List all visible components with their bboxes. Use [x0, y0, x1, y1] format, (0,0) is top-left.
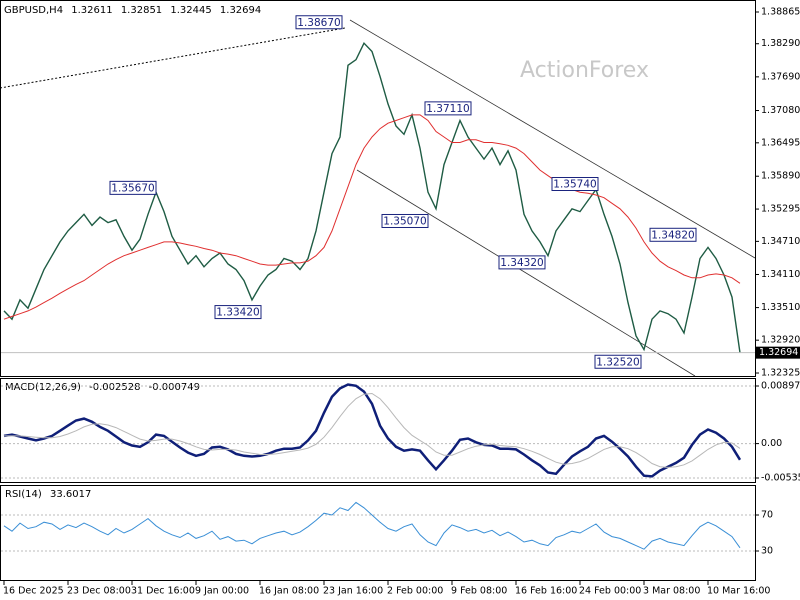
annotation-box — [295, 15, 343, 30]
annotation-label: 1.32520 — [596, 356, 639, 368]
annotation-box — [109, 180, 157, 195]
y-tick-label: 1.38290 — [761, 38, 800, 49]
y-tick-label: 1.37690 — [761, 71, 800, 82]
chart-header: GBPUSD,H4 1.32611 1.32851 1.32445 1.3269… — [4, 5, 261, 16]
annotation-label: 1.35670 — [111, 182, 154, 194]
series-line — [3, 383, 742, 478]
x-tick-label: 3 Mar 08:00 — [643, 586, 700, 597]
indicator-name: RSI(14) — [5, 489, 42, 500]
x-tick-label: 16 Feb 16:00 — [515, 586, 577, 597]
annotation-box — [551, 177, 599, 192]
indicator-name: MACD(12,26,9) — [5, 382, 81, 393]
high: 1.32851 — [121, 5, 162, 16]
watermark: ActionForex — [520, 58, 649, 83]
y-tick-label: 0.008972 — [761, 381, 800, 392]
last-price-box — [756, 346, 800, 359]
x-tick-label: 24 Feb 00:00 — [579, 586, 641, 597]
annotation-label: 1.38670 — [297, 17, 340, 29]
y-tick-label: 1.32325 — [761, 368, 800, 379]
rsi-panel — [0, 485, 756, 581]
open: 1.32611 — [71, 5, 112, 16]
macd-panel — [0, 378, 756, 483]
x-tick-label: 31 Dec 16:00 — [131, 586, 195, 597]
y-tick-label: 1.37080 — [761, 105, 800, 116]
y-tick-label: 1.34710 — [761, 236, 800, 247]
series-line — [3, 501, 741, 550]
low: 1.32445 — [170, 5, 211, 16]
y-tick-label: 1.35295 — [761, 204, 800, 215]
y-tick-label: 70 — [761, 510, 773, 521]
price-panel — [0, 0, 756, 377]
channel-lower — [356, 169, 696, 377]
y-tick-label: 1.38865 — [761, 6, 800, 17]
series-line — [4, 392, 741, 468]
annotation-box — [498, 255, 546, 270]
annotation-box — [214, 305, 262, 320]
y-tick-label: 1.33510 — [761, 302, 800, 313]
last-price-label: 1.32694 — [759, 347, 798, 358]
y-tick-label: 0.00 — [761, 438, 782, 449]
annotation-box — [649, 227, 697, 242]
y-tick-label: 1.35890 — [761, 171, 800, 182]
symbol: GBPUSD,H4 — [4, 5, 63, 16]
signal-value: -0.000749 — [149, 382, 200, 393]
x-tick-label: 9 Jan 00:00 — [195, 586, 249, 597]
x-tick-label: 16 Dec 2025 — [3, 586, 64, 597]
annotation-box — [594, 354, 642, 369]
rsi-value: 33.6017 — [50, 489, 91, 500]
annotation-label: 1.35740 — [553, 179, 596, 191]
y-tick-label: 1.36495 — [761, 137, 800, 148]
x-tick-label: 9 Feb 08:00 — [451, 586, 507, 597]
trend-line — [0, 27, 346, 89]
x-tick-label: 23 Dec 08:00 — [67, 586, 131, 597]
annotation-label: 1.37110 — [426, 103, 469, 115]
y-tick-label: 1.32920 — [761, 335, 800, 346]
annotation-label: 1.35070 — [383, 215, 426, 227]
macd-title: MACD(12,26,9) -0.002528 -0.000749 — [5, 382, 200, 393]
series-line — [3, 41, 741, 353]
x-tick-label: 10 Mar 16:00 — [707, 586, 770, 597]
x-tick-label: 16 Jan 08:00 — [259, 586, 319, 597]
x-tick-label: 23 Jan 16:00 — [323, 586, 383, 597]
series-line — [3, 114, 741, 320]
close: 1.32694 — [220, 5, 261, 16]
annotation-label: 1.34820 — [651, 229, 694, 241]
rsi-title: RSI(14) 33.6017 — [5, 489, 91, 500]
channel-upper — [349, 19, 756, 259]
macd-value: -0.002528 — [89, 382, 140, 393]
annotation-box — [381, 213, 429, 228]
y-tick-label: 30 — [761, 546, 773, 557]
y-tick-label: -0.005356 — [761, 472, 800, 483]
annotation-box — [424, 101, 472, 116]
y-tick-label: 1.34110 — [761, 269, 800, 280]
annotation-label: 1.33420 — [216, 307, 259, 319]
x-tick-label: 2 Feb 00:00 — [387, 586, 443, 597]
annotation-label: 1.34320 — [500, 257, 543, 269]
